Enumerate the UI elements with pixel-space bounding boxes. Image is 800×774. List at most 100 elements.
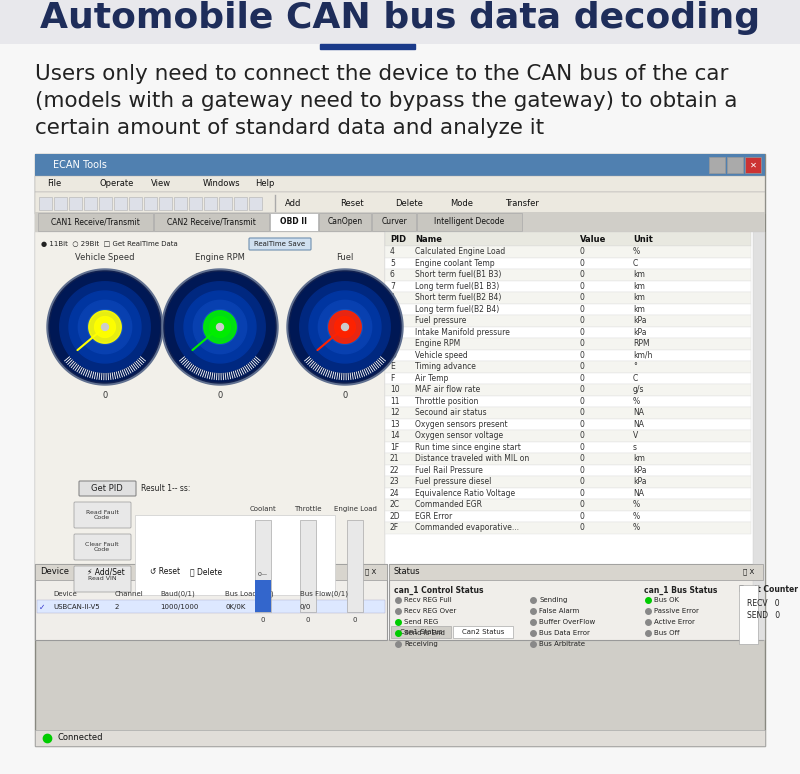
Text: PID: PID	[390, 235, 406, 244]
Bar	[727, 157, 743, 173]
Polygon shape	[49, 271, 161, 383]
Text: Read VIN: Read VIN	[88, 577, 116, 581]
Bar	[385, 419, 751, 430]
Polygon shape	[89, 310, 122, 343]
Text: Engine Load: Engine Load	[334, 506, 377, 512]
Bar	[385, 232, 751, 246]
Polygon shape	[202, 310, 238, 344]
Text: 0: 0	[580, 317, 585, 325]
Text: s: s	[633, 443, 637, 452]
Text: CanOpen: CanOpen	[327, 217, 362, 227]
Text: can_1 Bus Status: can_1 Bus Status	[644, 585, 718, 594]
Bar	[385, 269, 751, 280]
Bar	[154, 213, 269, 231]
Polygon shape	[88, 310, 122, 344]
Text: Vehicle speed: Vehicle speed	[415, 351, 468, 360]
Polygon shape	[300, 282, 390, 372]
Text: Transfer: Transfer	[505, 198, 539, 207]
Bar	[372, 213, 416, 231]
Text: Active Error: Active Error	[654, 619, 695, 625]
Polygon shape	[174, 282, 266, 372]
Text: Fuel: Fuel	[336, 254, 354, 262]
Text: Oxygen sensor voltage: Oxygen sensor voltage	[415, 431, 503, 440]
Bar	[35, 232, 385, 640]
Polygon shape	[102, 324, 109, 330]
Text: Recv REG Over: Recv REG Over	[404, 608, 456, 614]
Polygon shape	[309, 291, 381, 363]
Bar	[144, 197, 157, 210]
Bar	[35, 564, 387, 580]
Text: 13: 13	[390, 420, 400, 429]
Text: Short term fuel(B1 B3): Short term fuel(B1 B3)	[415, 270, 502, 279]
Text: Connected: Connected	[57, 734, 102, 742]
Text: 14: 14	[390, 431, 400, 440]
Text: Read Fault
Code: Read Fault Code	[86, 509, 118, 520]
Polygon shape	[69, 291, 141, 363]
Text: Secound air status: Secound air status	[415, 408, 486, 417]
Text: 2D: 2D	[390, 512, 401, 521]
Text: 0: 0	[353, 617, 358, 623]
Bar	[385, 350, 751, 361]
Text: km: km	[633, 270, 645, 279]
Bar	[35, 212, 765, 232]
Text: OBD II: OBD II	[281, 217, 307, 227]
Text: Coolant: Coolant	[250, 506, 276, 512]
Bar	[385, 499, 751, 511]
Text: Get PID: Get PID	[91, 484, 123, 493]
Bar	[385, 303, 751, 315]
Text: 0: 0	[580, 270, 585, 279]
Text: can_1 Control Status: can_1 Control Status	[394, 585, 483, 594]
Text: Bus Data Error: Bus Data Error	[539, 630, 590, 636]
Text: ● 11Bit  ○ 29Bit  □ Get RealTime Data: ● 11Bit ○ 29Bit □ Get RealTime Data	[41, 241, 178, 247]
Text: Oxygen sensors present: Oxygen sensors present	[415, 420, 508, 429]
Text: Clear Fault
Code: Clear Fault Code	[85, 542, 119, 553]
Text: 0K/0K: 0K/0K	[225, 604, 246, 610]
Bar	[385, 407, 751, 419]
Text: CAN2 Receive/Transmit: CAN2 Receive/Transmit	[167, 217, 256, 227]
Text: Throttle: Throttle	[294, 506, 322, 512]
Bar	[54, 197, 67, 210]
Bar	[385, 430, 751, 441]
Text: File: File	[47, 180, 62, 189]
Bar	[35, 154, 765, 176]
Polygon shape	[217, 324, 223, 330]
Text: Device: Device	[40, 567, 69, 577]
Text: Add: Add	[285, 198, 302, 207]
Polygon shape	[184, 291, 256, 363]
Text: km: km	[633, 293, 645, 303]
Bar	[385, 488, 751, 499]
Bar	[709, 157, 725, 173]
Text: 📌 X: 📌 X	[743, 569, 754, 575]
Text: False Alarm: False Alarm	[539, 608, 579, 614]
Bar	[385, 232, 763, 640]
Bar	[385, 258, 751, 269]
Bar	[135, 515, 335, 595]
Text: %: %	[633, 397, 640, 406]
Bar	[39, 197, 52, 210]
Text: ⚡ Add/Set: ⚡ Add/Set	[87, 567, 125, 577]
Bar	[385, 476, 751, 488]
Text: Run time since engine start: Run time since engine start	[415, 443, 521, 452]
Text: Result 1-- ss:: Result 1-- ss:	[141, 484, 190, 493]
Text: kPa: kPa	[633, 478, 646, 486]
Text: 24: 24	[390, 488, 400, 498]
Text: 23: 23	[390, 478, 400, 486]
Text: 0: 0	[580, 339, 585, 348]
Text: Unit: Unit	[633, 235, 653, 244]
Text: 0: 0	[580, 454, 585, 464]
Text: ✕: ✕	[750, 160, 757, 170]
Text: 0: 0	[580, 466, 585, 474]
Bar	[35, 564, 387, 640]
Polygon shape	[293, 275, 397, 379]
Text: Users only need to connect the device to the CAN bus of the car: Users only need to connect the device to…	[35, 64, 729, 84]
Text: Passive Error: Passive Error	[654, 608, 699, 614]
Text: 22: 22	[390, 466, 399, 474]
Polygon shape	[334, 317, 355, 337]
Bar	[739, 585, 758, 644]
Text: 5: 5	[390, 259, 395, 268]
Text: 0: 0	[580, 351, 585, 360]
Bar	[385, 464, 751, 476]
Text: Automobile CAN bus data decoding: Automobile CAN bus data decoding	[40, 1, 760, 35]
Text: 📌 X: 📌 X	[365, 569, 376, 575]
Text: 0/0: 0/0	[300, 604, 311, 610]
